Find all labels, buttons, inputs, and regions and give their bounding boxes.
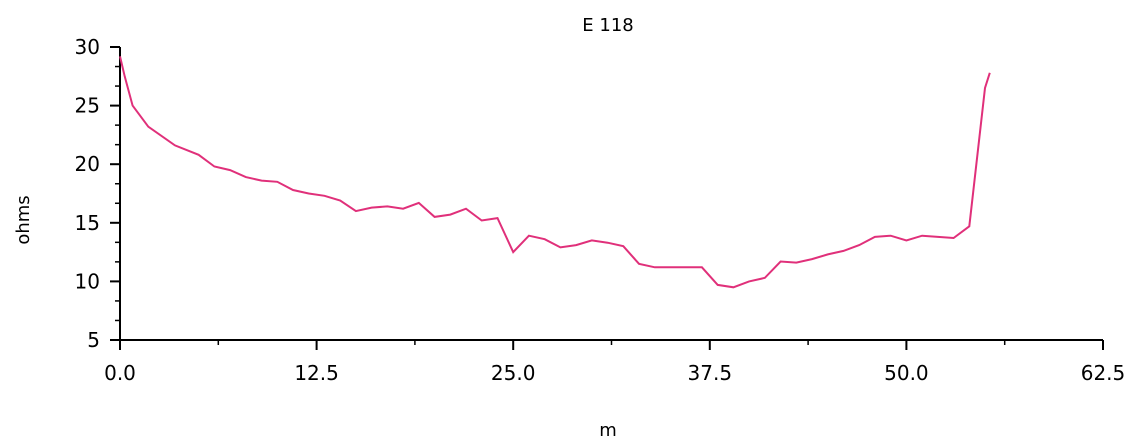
y-tick-label: 5	[87, 328, 100, 352]
axes	[119, 47, 1103, 341]
y-tick-label: 10	[75, 269, 100, 293]
y-tick-label: 30	[75, 35, 100, 59]
x-tick-label: 37.5	[688, 361, 733, 385]
x-tick-label: 50.0	[884, 361, 929, 385]
series-line	[119, 56, 991, 289]
y-tick-label: 15	[75, 211, 100, 235]
ticks: 5 10 15 20 25 30 0.0 12.5 25.0 37.5 50.0 62.5	[75, 35, 1126, 385]
y-tick-label: 20	[75, 152, 100, 176]
plot-area	[119, 56, 991, 289]
y-tick-label: 25	[75, 94, 100, 118]
x-axis-label: m	[599, 420, 617, 440]
x-tick-label: 62.5	[1081, 361, 1126, 385]
x-tick-label: 0.0	[104, 361, 136, 385]
y-axis-label: ohms	[13, 195, 34, 244]
x-tick-label: 12.5	[294, 361, 339, 385]
x-tick-label: 25.0	[491, 361, 536, 385]
chart-title: E 118	[582, 15, 633, 36]
